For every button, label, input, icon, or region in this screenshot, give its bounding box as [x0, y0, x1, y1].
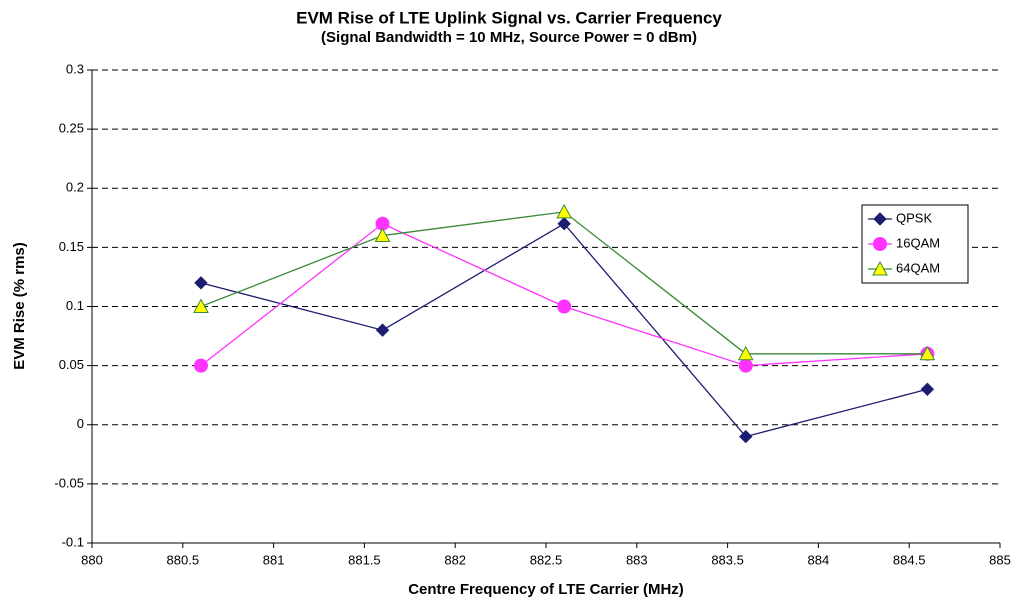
- marker: [737, 345, 754, 361]
- marker: [873, 237, 887, 251]
- y-tick-label: 0.3: [66, 61, 84, 76]
- x-tick-label: 882.5: [530, 552, 563, 567]
- marker: [873, 212, 887, 226]
- x-tick-label: 881.5: [348, 552, 381, 567]
- marker: [557, 299, 572, 314]
- marker: [920, 382, 935, 396]
- y-tick-label: -0.05: [54, 475, 84, 490]
- series-line: [200, 222, 928, 367]
- y-tick-label: 0.15: [59, 239, 84, 254]
- marker: [193, 298, 209, 313]
- x-tick-label: 885: [989, 552, 1011, 567]
- marker: [374, 227, 391, 243]
- x-tick-label: 883: [626, 552, 648, 567]
- x-tick-label: 882: [444, 552, 466, 567]
- y-axis-label: EVM Rise (% rms): [11, 242, 28, 370]
- marker: [557, 217, 571, 231]
- chart-subtitle: (Signal Bandwidth = 10 MHz, Source Power…: [321, 29, 697, 46]
- marker: [193, 358, 208, 373]
- series-line: [200, 211, 928, 355]
- y-tick-label: -0.1: [62, 534, 84, 549]
- legend-label: 64QAM: [896, 260, 940, 275]
- x-tick-label: 884.5: [893, 552, 926, 567]
- y-tick-label: 0.25: [59, 121, 84, 136]
- marker: [375, 323, 390, 337]
- x-tick-label: 880: [81, 552, 103, 567]
- chart-title: EVM Rise of LTE Uplink Signal vs. Carrie…: [296, 8, 722, 27]
- x-tick-label: 884: [808, 552, 830, 567]
- y-tick-label: 0.05: [59, 357, 84, 372]
- marker: [739, 429, 753, 444]
- y-tick-label: 0.2: [66, 180, 84, 195]
- y-tick-label: 0.1: [66, 298, 84, 313]
- x-axis-label: Centre Frequency of LTE Carrier (MHz): [408, 581, 684, 598]
- x-tick-label: 880.5: [167, 552, 200, 567]
- legend-label: QPSK: [896, 210, 932, 225]
- marker: [872, 260, 888, 276]
- x-tick-label: 881: [263, 552, 285, 567]
- marker: [194, 276, 208, 290]
- x-tick-label: 883.5: [711, 552, 744, 567]
- marker: [919, 345, 936, 361]
- marker: [556, 203, 572, 219]
- series-line: [200, 222, 928, 438]
- y-tick-label: 0: [77, 416, 84, 431]
- marker: [738, 358, 753, 373]
- legend-label: 16QAM: [896, 235, 940, 250]
